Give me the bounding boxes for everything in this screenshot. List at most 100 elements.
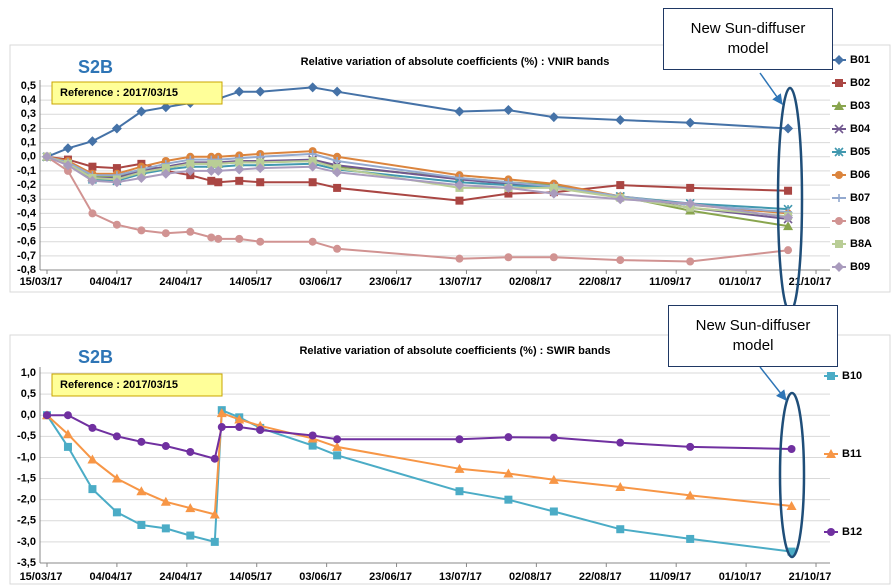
y-tick-label: 0,5 <box>21 388 36 400</box>
point <box>62 429 73 439</box>
point <box>256 426 265 434</box>
point <box>332 167 343 178</box>
callout-text: New Sun-diffuser model <box>690 20 806 57</box>
x-tick-label: 21/10/17 <box>789 571 832 583</box>
point <box>88 485 97 494</box>
chart-frame <box>9 44 891 293</box>
point <box>308 441 317 450</box>
point <box>186 531 195 540</box>
point <box>256 237 265 246</box>
y-tick-label: -0,2 <box>17 179 36 191</box>
y-tick-label: -0,1 <box>17 165 36 177</box>
point <box>209 509 220 519</box>
point <box>332 86 343 97</box>
point <box>615 114 626 125</box>
point <box>784 186 793 195</box>
point <box>333 157 342 166</box>
point <box>161 229 170 238</box>
point <box>136 486 147 496</box>
series-line <box>47 414 792 460</box>
point <box>207 159 216 168</box>
point <box>41 151 52 162</box>
point <box>308 149 317 158</box>
point <box>308 157 317 166</box>
point <box>503 182 514 193</box>
point <box>786 501 797 510</box>
point <box>112 508 121 517</box>
reference-label: Reference : 2017/03/15 <box>60 87 178 99</box>
point <box>307 82 318 93</box>
satellite-label: S2B <box>78 347 113 367</box>
reference-box <box>51 373 223 397</box>
point <box>333 244 342 253</box>
y-tick-label: 0,2 <box>21 122 36 134</box>
callout-box: New Sun-diffuser model <box>663 8 833 70</box>
legend-marker <box>835 240 843 248</box>
point <box>63 166 72 175</box>
point <box>333 152 342 161</box>
point <box>214 234 223 243</box>
point <box>616 181 625 190</box>
point <box>549 433 558 442</box>
point <box>137 168 146 177</box>
point <box>454 106 465 117</box>
point <box>160 168 171 179</box>
y-tick-label: -1,0 <box>17 451 36 463</box>
point <box>112 432 121 441</box>
satellite-label: S2B <box>78 57 113 77</box>
point <box>308 178 317 187</box>
legend-label: B11 <box>842 448 862 460</box>
x-tick-label: 15/03/17 <box>20 276 63 288</box>
point <box>333 451 342 460</box>
legend-marker <box>835 171 843 179</box>
point <box>214 178 223 187</box>
legend-label: B01 <box>850 54 870 66</box>
x-tick-label: 21/10/17 <box>789 276 832 288</box>
point <box>160 102 171 113</box>
point <box>63 442 72 451</box>
legend-label: B06 <box>850 169 870 181</box>
point <box>185 165 196 176</box>
point <box>255 86 266 97</box>
point <box>615 194 626 205</box>
point <box>615 482 626 491</box>
point <box>111 177 122 188</box>
legend-label: B09 <box>850 261 870 273</box>
point <box>137 437 146 446</box>
y-tick-label: -2,0 <box>17 494 36 506</box>
y-tick-label: 1,0 <box>21 367 36 379</box>
point <box>210 454 219 463</box>
point <box>455 487 464 496</box>
point <box>504 433 513 442</box>
callout-box: New Sun-diffuser model <box>668 305 838 367</box>
y-tick-label: -0,7 <box>17 250 36 262</box>
point <box>504 495 513 504</box>
legend-label: B03 <box>850 100 870 112</box>
point <box>217 423 226 432</box>
point <box>160 496 171 506</box>
point <box>234 164 245 175</box>
point <box>62 160 73 171</box>
x-tick-label: 11/09/17 <box>649 571 691 583</box>
legend-marker <box>835 194 843 202</box>
point <box>88 209 97 218</box>
reference-label: Reference : 2017/03/15 <box>60 379 178 391</box>
point <box>784 246 793 255</box>
legend-label: B05 <box>850 146 870 158</box>
x-tick-label: 24/04/17 <box>159 276 202 288</box>
point <box>685 117 696 128</box>
point <box>213 165 224 176</box>
point <box>112 164 121 173</box>
point <box>787 445 796 453</box>
point <box>234 414 245 424</box>
legend-label: B08 <box>850 215 870 227</box>
point <box>333 435 342 444</box>
x-tick-label: 24/04/17 <box>159 571 202 583</box>
legend-label: B07 <box>850 192 870 204</box>
point <box>87 136 98 147</box>
point <box>161 524 170 533</box>
point <box>548 112 559 123</box>
y-tick-label: -2,5 <box>17 515 36 527</box>
